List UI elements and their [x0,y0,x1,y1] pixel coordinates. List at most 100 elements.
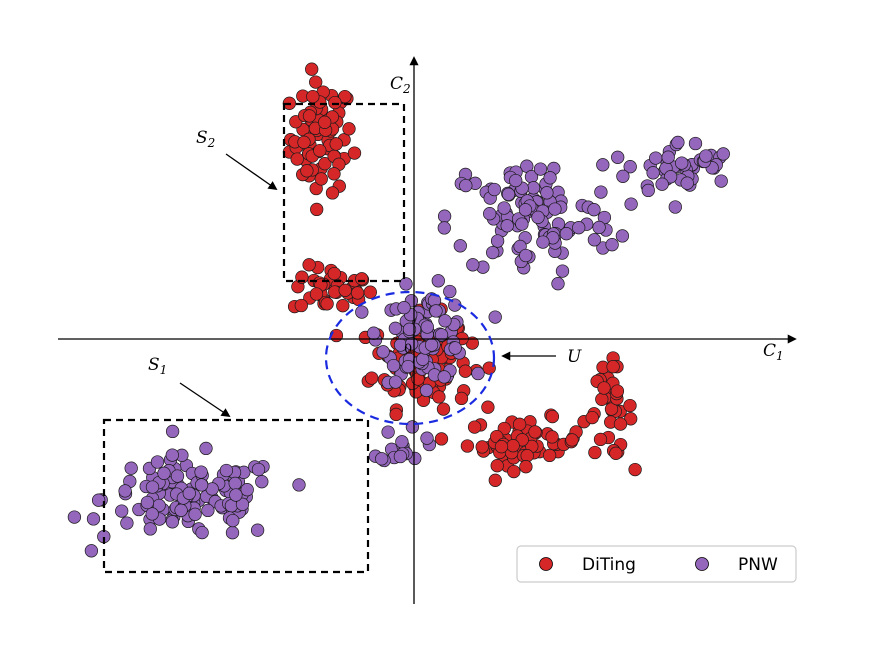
data-point-pnw [225,526,240,540]
data-point-diting [328,95,342,110]
data-point-pnw [434,328,449,342]
data-point-pnw [229,488,243,502]
data-point-diting [327,266,341,281]
data-point-pnw [124,461,138,475]
data-point-diting [595,392,609,406]
data-point-pnw [397,301,411,315]
data-point-pnw [424,338,439,352]
data-point-diting [365,371,379,385]
data-point-pnw [509,173,523,188]
legend-marker-pnw [695,557,709,571]
data-point-pnw [555,264,570,278]
data-point-pnw [500,219,514,233]
data-point-pnw [395,435,409,449]
data-point-diting [507,464,521,479]
data-point-diting [475,440,489,454]
s2-arrow [225,153,278,191]
data-point-pnw [420,320,434,334]
data-point-diting [338,89,352,104]
data-point-pnw [519,248,533,263]
data-point-pnw [596,158,610,172]
data-point-diting [350,286,365,300]
data-point-pnw [526,181,541,195]
data-point-pnw [120,516,134,530]
data-point-diting [355,272,369,286]
data-point-pnw [235,497,250,511]
data-point-pnw [646,166,660,180]
data-point-pnw [165,448,179,462]
data-point-pnw [219,463,234,478]
data-point-diting [434,432,449,446]
data-point-pnw [483,207,497,221]
data-point-diting [481,400,495,414]
data-point-diting [604,402,619,416]
data-point-pnw [443,284,457,299]
data-point-pnw [594,185,608,199]
data-point-diting [609,446,623,460]
data-point-diting [542,448,557,463]
data-point-pnw [118,484,132,498]
data-point-diting [336,299,350,313]
data-point-pnw [228,476,242,491]
data-point-pnw [375,452,389,466]
data-point-diting [314,172,328,186]
data-point-diting [512,417,527,431]
s1-arrow [179,382,231,418]
data-point-diting [305,62,319,76]
data-point-pnw [559,227,574,241]
data-point-pnw [86,512,101,526]
data-point-pnw [170,469,185,483]
data-point-pnw [551,277,565,291]
data-point-pnw [572,221,586,235]
data-point-pnw [490,234,505,248]
data-point-pnw [531,210,545,224]
data-point-pnw [401,359,415,374]
data-point-diting [302,258,316,272]
data-point-diting [528,425,542,439]
legend-label-diting: DiTing [582,555,636,575]
data-point-diting [347,146,362,160]
data-point-pnw [680,176,694,190]
data-point-diting [436,402,451,416]
data-point-pnw [437,370,451,384]
data-point-pnw [143,522,157,536]
data-point-pnw [165,424,180,439]
data-point-diting [458,364,473,378]
data-point-pnw [675,156,689,170]
data-point-pnw [201,503,215,518]
data-point-diting [320,297,334,311]
data-point-diting [432,390,446,404]
x-axis-label: C1 [763,341,784,363]
data-point-pnw [437,221,451,235]
data-point-pnw [655,177,669,191]
data-point-diting [610,384,625,398]
data-point-pnw [661,150,675,164]
y-axis-label: C2 [390,74,411,96]
data-point-pnw [251,462,266,477]
data-point-pnw [471,366,485,381]
data-point-pnw [91,493,106,507]
data-point-pnw [255,475,269,489]
data-point-diting [467,420,482,434]
data-point-pnw [402,322,417,336]
data-point-diting [565,433,579,447]
s1-label: S1 [148,355,167,377]
data-point-diting [389,407,403,422]
data-point-diting [318,115,332,129]
s1-dashed-box [102,418,370,574]
data-point-pnw [188,507,202,521]
data-point-pnw [84,544,99,558]
data-point-pnw [587,233,602,247]
data-point-pnw [388,375,403,389]
data-point-pnw [615,229,630,243]
data-point-diting [290,152,304,166]
data-point-pnw [540,186,554,200]
data-point-pnw [501,187,516,201]
data-point-pnw [174,503,188,517]
data-point-diting [454,391,469,406]
data-point-pnw [437,209,452,223]
data-point-pnw [194,478,209,492]
data-point-pnw [548,202,562,216]
data-point-diting [310,202,324,217]
data-point-pnw [716,147,730,161]
